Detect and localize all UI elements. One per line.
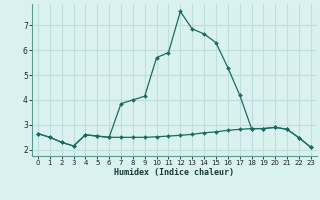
- X-axis label: Humidex (Indice chaleur): Humidex (Indice chaleur): [115, 168, 234, 177]
